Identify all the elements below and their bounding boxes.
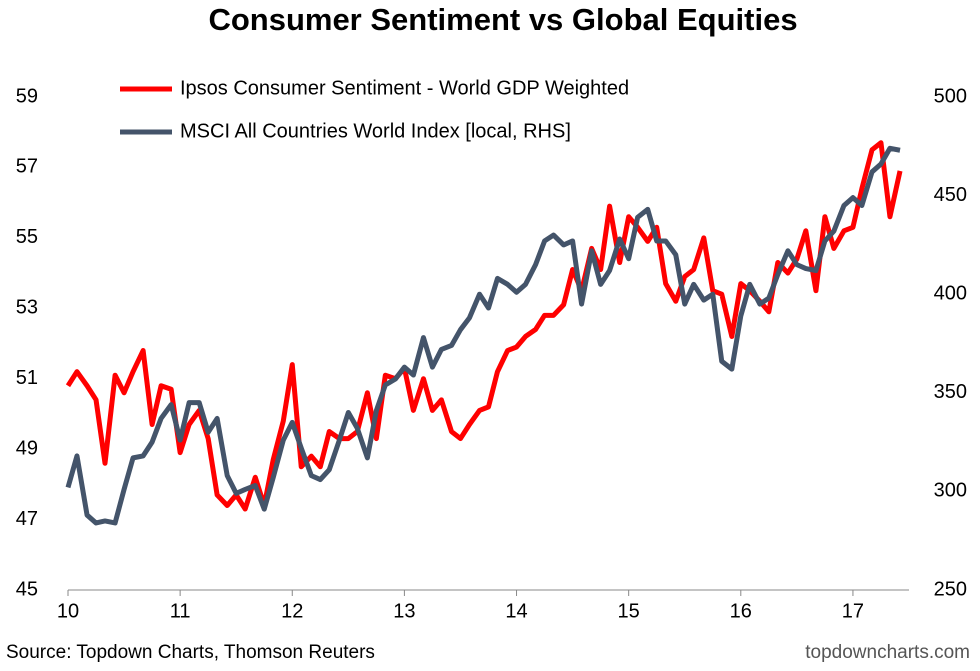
watermark: topdowncharts.com [805, 642, 970, 663]
source: Source: Topdown Charts, Thomson Reuters [6, 642, 375, 663]
x-tick-label: 16 [730, 600, 752, 622]
y-tick-label: 45 [16, 578, 38, 600]
y2-tick-label: 250 [934, 578, 967, 600]
x-tick-label: 15 [618, 600, 640, 622]
y-tick-label: 49 [16, 437, 38, 459]
y-tick-label: 51 [16, 367, 38, 389]
x-tick-label: 13 [393, 600, 415, 622]
y2-tick-label: 400 [934, 282, 967, 304]
y2-tick-label: 350 [934, 381, 967, 403]
x-tick-label: 11 [170, 600, 191, 622]
y-tick-label: 55 [16, 226, 38, 248]
series-line [65, 145, 901, 526]
x-tick-label: 10 [57, 600, 79, 622]
y2-tick-label: 450 [934, 184, 967, 206]
y-tick-label: 57 [16, 156, 38, 178]
x-tick-label: 14 [505, 600, 527, 622]
y-tick-label: 47 [16, 508, 38, 530]
series-line [65, 140, 903, 512]
y-tick-label: 59 [16, 85, 38, 107]
legend-label: MSCI All Countries World Index [local, R… [180, 120, 571, 142]
legend-label: Ipsos Consumer Sentiment - World GDP Wei… [180, 77, 629, 99]
y2-tick-label: 500 [934, 85, 967, 107]
x-tick-label: 17 [842, 600, 864, 622]
y-tick-label: 53 [16, 297, 38, 319]
x-tick-label: 12 [281, 600, 303, 622]
chart-title: Consumer Sentiment vs Global Equities [208, 2, 797, 37]
y2-tick-label: 300 [934, 480, 967, 502]
